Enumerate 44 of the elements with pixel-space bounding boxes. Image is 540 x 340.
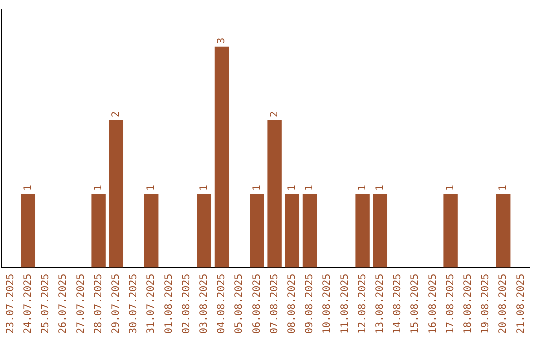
- x-tick-label: 10.08.2025: [322, 274, 334, 334]
- data-label: 1: [93, 185, 104, 192]
- x-tick-label: 11.08.2025: [340, 274, 351, 334]
- x-tick-label: 21.08.2025: [516, 274, 527, 334]
- x-tick-label: 18.08.2025: [462, 274, 474, 334]
- x-tick-label: 24.07.2025: [22, 274, 34, 334]
- x-tick-label: 16.08.2025: [428, 274, 439, 334]
- data-label: 1: [286, 185, 298, 192]
- x-tick-label: 25.07.2025: [40, 274, 52, 334]
- data-label: 1: [357, 185, 368, 192]
- data-label: 1: [498, 185, 510, 192]
- x-tick-label: 29.07.2025: [110, 274, 122, 334]
- x-tick-label: 28.07.2025: [93, 274, 104, 334]
- x-tick-label: 15.08.2025: [410, 274, 422, 334]
- data-label: 1: [252, 185, 263, 192]
- x-tick-label: 03.08.2025: [198, 274, 210, 334]
- x-tick-label: 06.08.2025: [252, 274, 263, 334]
- data-label: 2: [110, 111, 122, 118]
- x-tick-label: 12.08.2025: [357, 274, 368, 334]
- x-tick-label: 09.08.2025: [304, 274, 316, 334]
- x-tick-label: 17.08.2025: [445, 274, 456, 334]
- data-label: 1: [22, 185, 34, 192]
- x-tick-label: 05.08.2025: [234, 274, 246, 334]
- x-tick-label: 27.07.2025: [76, 274, 87, 334]
- x-tick-label: 20.08.2025: [498, 274, 510, 334]
- x-tick-label: 02.08.2025: [181, 274, 192, 334]
- x-tick-label: 13.08.2025: [374, 274, 386, 334]
- x-tick-label: 19.08.2025: [480, 274, 492, 334]
- x-tick-label: 26.07.2025: [58, 274, 70, 334]
- data-label: 1: [198, 185, 210, 192]
- data-label: 1: [304, 185, 316, 192]
- x-tick-label: 08.08.2025: [286, 274, 298, 334]
- x-tick-label: 23.07.2025: [5, 274, 16, 334]
- data-label: 2: [269, 111, 280, 118]
- x-tick-label: 14.08.2025: [392, 274, 404, 334]
- x-tick-label: 04.08.2025: [216, 274, 228, 334]
- x-tick-label: 07.08.2025: [269, 274, 280, 334]
- x-tick-label: 01.08.2025: [164, 274, 175, 334]
- data-label: 1: [146, 185, 158, 192]
- x-tick-label: 30.07.2025: [128, 274, 140, 334]
- x-tick-label: 31.07.2025: [146, 274, 158, 334]
- data-label: 3: [216, 38, 228, 44]
- data-label: 1: [374, 185, 386, 192]
- data-label: 1: [445, 185, 456, 192]
